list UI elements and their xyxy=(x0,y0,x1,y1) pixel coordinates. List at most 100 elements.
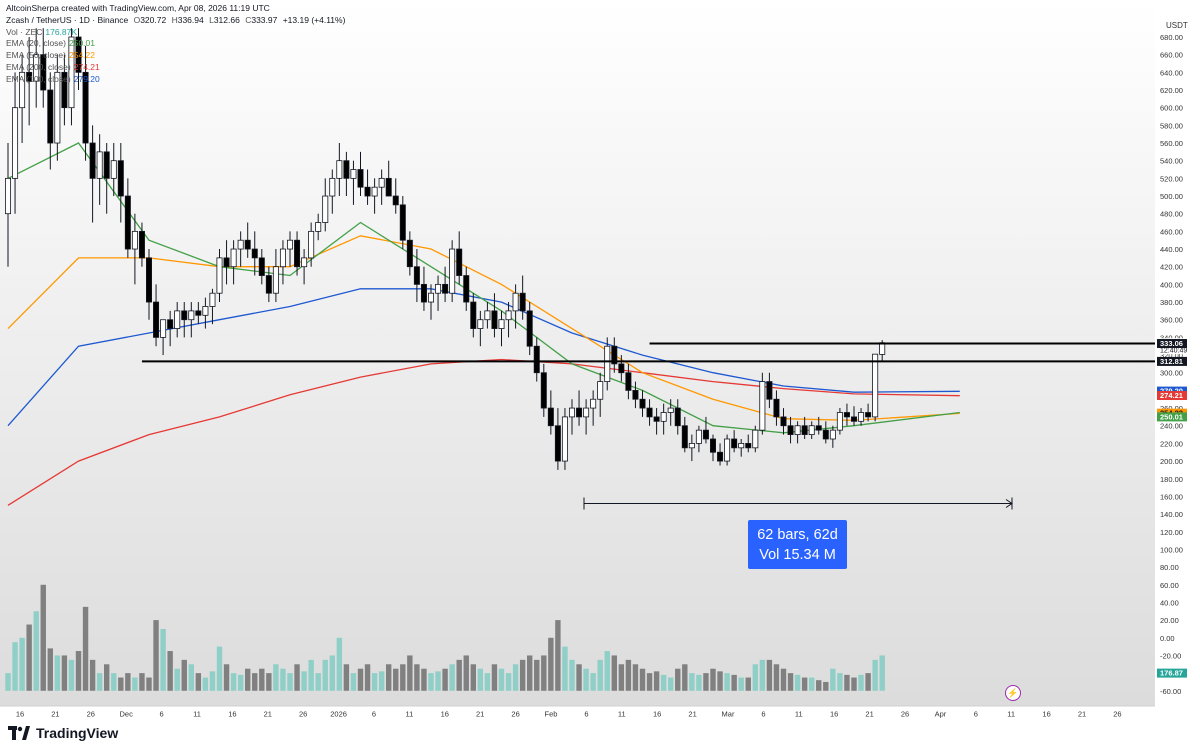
candle-body xyxy=(237,239,244,250)
candle-body xyxy=(385,177,392,197)
volume-bar xyxy=(167,651,173,691)
symbol-text[interactable]: Zcash / TetherUS · 1D · Binance xyxy=(6,14,129,25)
volume-bar xyxy=(597,659,603,691)
candle-body xyxy=(561,416,568,462)
volume-bar xyxy=(611,655,617,691)
candle-body xyxy=(710,438,717,453)
candle-body xyxy=(174,310,181,329)
candle-body xyxy=(188,310,195,321)
time-tick-label: 21 xyxy=(1078,710,1086,719)
price-tick-label: 140.00 xyxy=(1160,510,1183,519)
price-axis-badge xyxy=(1157,391,1187,401)
indicator-row-vol[interactable]: Vol · ZEC 176.87K xyxy=(6,27,345,39)
volume-bar xyxy=(498,668,505,691)
candle-body xyxy=(350,169,357,179)
price-tick-label: -60.00 xyxy=(1160,687,1181,696)
ohlc-change: +13.19 (+4.11%) xyxy=(282,14,346,25)
candle-body xyxy=(632,389,639,400)
volume-bar xyxy=(745,677,751,691)
time-tick-label: 2026 xyxy=(330,710,347,719)
volume-bar xyxy=(216,646,223,691)
candle-body xyxy=(216,257,223,294)
measure-bars-text: 62 bars, 62d xyxy=(757,527,838,543)
volume-bar xyxy=(364,664,371,691)
price-tick-label: 180.00 xyxy=(1160,475,1183,484)
volume-bar xyxy=(181,659,187,691)
candle-body xyxy=(590,398,597,409)
candle-body xyxy=(392,195,399,206)
candle-body xyxy=(498,319,505,329)
time-tick-label: 6 xyxy=(584,710,588,719)
ohlc-low: 312.66 xyxy=(213,14,240,25)
time-tick-label: 26 xyxy=(299,710,307,719)
volume-bar xyxy=(393,668,399,691)
tradingview-logo[interactable]: TradingView xyxy=(8,722,118,744)
indicator-row-ema20[interactable]: EMA (20, close) 250.01 xyxy=(6,38,345,50)
volume-bar xyxy=(865,673,871,691)
volume-bar xyxy=(223,664,230,691)
indicator-row-ema100[interactable]: EMA (100, close) 279.20 xyxy=(6,74,345,86)
candle-body xyxy=(569,407,576,418)
volume-bar xyxy=(724,673,730,691)
volume-bar xyxy=(5,673,11,691)
volume-bar xyxy=(40,584,46,691)
volume-bar xyxy=(421,668,427,691)
price-tick-label: 360.00 xyxy=(1160,316,1183,325)
volume-bar xyxy=(322,659,328,691)
price-axis-badge xyxy=(1157,356,1187,366)
volume-bar xyxy=(780,668,787,691)
candle-body xyxy=(533,345,540,374)
candle-body xyxy=(258,257,265,276)
candle-body xyxy=(167,319,174,329)
ohlc-high-key: H xyxy=(171,14,178,25)
candle-body xyxy=(442,283,449,294)
time-tick-label: 6 xyxy=(761,710,765,719)
volume-bar xyxy=(259,668,265,691)
price-axis-badge-text: 333.06 xyxy=(1160,339,1183,348)
candle-body xyxy=(738,443,745,449)
symbol-row[interactable]: Zcash / TetherUS · 1D · Binance O320.72 … xyxy=(6,15,345,27)
price-tick-label: 200.00 xyxy=(1160,457,1183,466)
candle-body xyxy=(766,381,773,400)
volume-bar xyxy=(830,668,836,691)
volume-bar xyxy=(470,664,476,691)
volume-bar xyxy=(343,664,350,691)
candle-body xyxy=(639,398,646,409)
indicator-row-ema50[interactable]: EMA (50, close) 254.22 xyxy=(6,50,345,62)
candle-body xyxy=(794,425,801,435)
volume-bar xyxy=(816,680,822,691)
candle-body xyxy=(851,416,858,422)
candle-body xyxy=(526,310,533,347)
volume-bar xyxy=(463,655,469,691)
volume-bar xyxy=(12,642,18,691)
indicator-row-ema200[interactable]: EMA (200, close) 274.21 xyxy=(6,62,345,74)
lightning-icon[interactable]: ⚡ xyxy=(1005,685,1021,701)
candle-body xyxy=(153,301,160,338)
candle-body xyxy=(646,407,653,418)
candle-body xyxy=(145,257,152,303)
date-range-measure-label[interactable]: 62 bars, 62d Vol 15.34 M xyxy=(748,520,847,569)
candle-body xyxy=(89,142,96,179)
volume-bar xyxy=(350,673,357,691)
volume-bar xyxy=(68,659,75,691)
volume-bar xyxy=(569,659,575,691)
candle-body xyxy=(19,71,26,109)
volume-bar xyxy=(188,664,194,691)
ohlc-close: 333.97 xyxy=(251,14,278,25)
volume-bar xyxy=(386,664,392,691)
candle-body xyxy=(272,266,279,294)
volume-bar xyxy=(308,659,314,691)
volume-bar xyxy=(484,673,491,691)
ohlc-open-key: O xyxy=(133,14,141,25)
volume-bar xyxy=(371,673,378,691)
candle-body xyxy=(315,222,322,232)
candle-body xyxy=(329,177,336,197)
plot-background xyxy=(0,0,1155,706)
candle-body xyxy=(160,319,167,338)
created-by-line: AltcoinSherpa created with TradingView.c… xyxy=(6,3,345,15)
candle-body xyxy=(336,160,343,179)
volume-bar xyxy=(315,673,321,691)
volume-bar xyxy=(653,671,660,691)
